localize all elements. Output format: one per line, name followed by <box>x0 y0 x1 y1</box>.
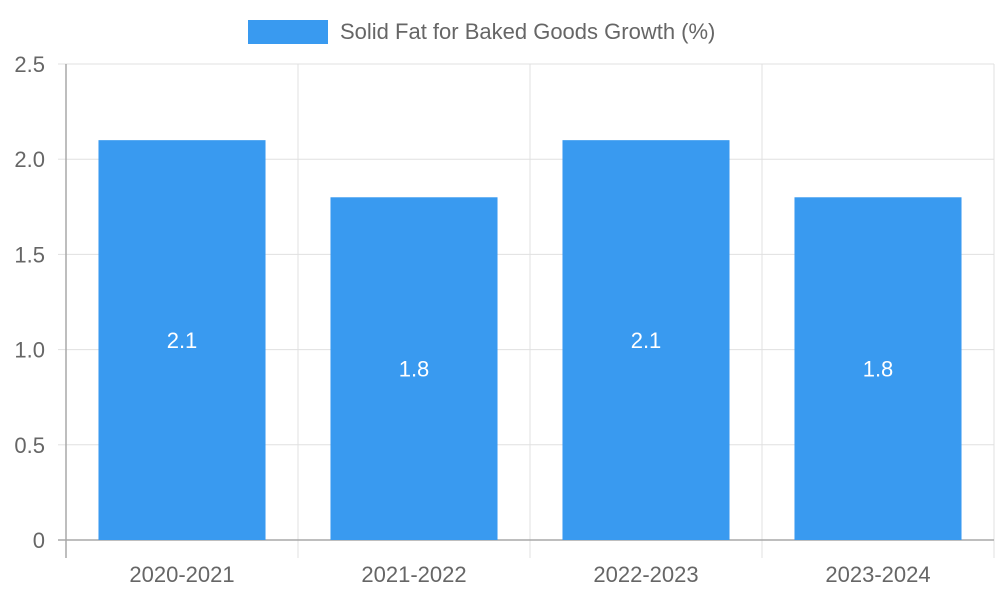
data-label: 2.1 <box>631 328 662 353</box>
y-tick-label: 2.5 <box>14 52 45 77</box>
data-label: 1.8 <box>399 357 430 382</box>
bar-2023-2024[interactable] <box>794 197 962 540</box>
data-labels: 2.1 1.8 2.1 1.8 <box>167 328 894 382</box>
x-tick-label: 2020-2021 <box>129 562 234 587</box>
y-tick-label: 1.5 <box>14 242 45 267</box>
x-tick-label: 2023-2024 <box>825 562 930 587</box>
bar-2021-2022[interactable] <box>330 197 498 540</box>
legend-label: Solid Fat for Baked Goods Growth (%) <box>340 19 715 44</box>
legend-swatch <box>248 20 328 44</box>
y-tick-label: 0 <box>33 528 45 553</box>
x-tick-labels: 2020-2021 2021-2022 2022-2023 2023-2024 <box>129 562 930 587</box>
bars <box>98 140 962 540</box>
x-tick-label: 2022-2023 <box>593 562 698 587</box>
data-label: 2.1 <box>167 328 198 353</box>
bar-2020-2021[interactable] <box>98 140 266 540</box>
y-tick-labels: 0 0.5 1.0 1.5 2.0 2.5 <box>14 52 45 553</box>
y-tick-label: 1.0 <box>14 338 45 363</box>
data-label: 1.8 <box>863 357 894 382</box>
y-tick-label: 2.0 <box>14 147 45 172</box>
y-tick-label: 0.5 <box>14 433 45 458</box>
bar-2022-2023[interactable] <box>562 140 730 540</box>
legend: Solid Fat for Baked Goods Growth (%) <box>248 19 715 44</box>
x-tick-label: 2021-2022 <box>361 562 466 587</box>
